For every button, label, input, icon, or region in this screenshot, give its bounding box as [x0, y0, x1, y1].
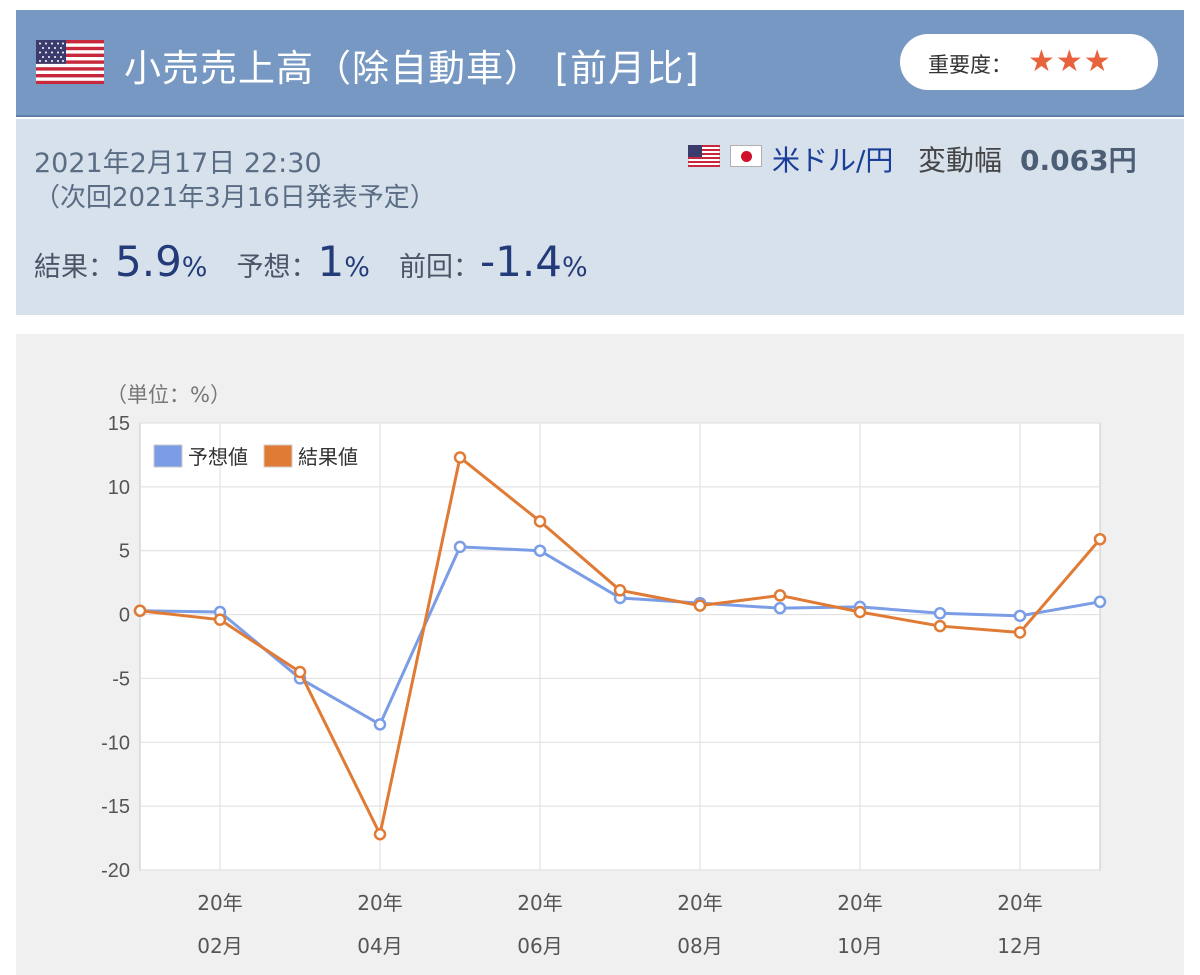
range-label: 変動幅 [918, 144, 1003, 177]
data-point-result [773, 589, 787, 602]
data-point-forecast [373, 718, 387, 731]
legend-swatch [153, 444, 183, 468]
y-tick-label: -5 [112, 668, 130, 690]
data-point-result [613, 584, 627, 597]
data-point-forecast [453, 540, 467, 554]
data-point-result [853, 605, 867, 619]
previous-value: -1.4 [480, 237, 562, 286]
y-tick-label: 5 [119, 541, 130, 563]
forecast-value: 1 [317, 237, 345, 286]
forecast-unit: % [344, 252, 370, 283]
jp-flag-icon [730, 145, 762, 167]
x-tick-label-month: 02月 [197, 934, 242, 958]
data-point-result [933, 619, 947, 633]
line-chart: 15 10 5 0 -5 -10 -15 -20 20年 02月 20年 04月 20年 06月 20年 08… [101, 383, 1107, 958]
y-tick-label: -20 [101, 860, 130, 882]
x-tick-label-year: 20年 [357, 891, 402, 915]
data-point-result [373, 827, 387, 841]
data-point-result [1013, 626, 1027, 639]
y-tick-label: -10 [101, 732, 130, 754]
result-value: 5.9 [115, 237, 182, 286]
result-label: 結果： [34, 252, 115, 283]
y-tick-label: 15 [108, 413, 130, 435]
us-flag-icon [36, 40, 104, 84]
y-tick-label: 0 [119, 605, 130, 627]
data-point-forecast [1093, 595, 1107, 609]
x-tick-label-year: 20年 [197, 891, 242, 915]
legend-label: 予想値 [188, 445, 248, 469]
next-release: （次回2021年3月16日発表予定） [34, 183, 436, 213]
plot-area [139, 422, 1101, 871]
chart-panel: 15 10 5 0 -5 -10 -15 -20 20年 02月 20年 04月 20年 06月 20年 08… [16, 334, 1184, 975]
y-tick-label: -15 [101, 796, 130, 818]
us-flag-small-icon [688, 145, 720, 167]
release-info-panel: 2021年2月17日 22:30 （次回2021年3月16日発表予定） 米ドル/… [16, 119, 1184, 315]
forecast-label: 予想： [236, 252, 318, 283]
data-point-result [133, 604, 147, 617]
x-tick-label-year: 20年 [517, 891, 562, 915]
unit-label: （単位：%） [106, 383, 231, 407]
page-title: 小売売上高（除自動車） [前月比] [124, 47, 700, 90]
x-tick-label-month: 04月 [357, 934, 402, 958]
previous-unit: % [561, 252, 588, 283]
data-point-result [453, 451, 467, 464]
data-point-result [1093, 532, 1107, 546]
x-tick-label-year: 20年 [837, 891, 882, 915]
x-tick-label-month: 12月 [997, 934, 1042, 958]
legend-label: 結果値 [298, 445, 358, 469]
x-tick-label-month: 10月 [837, 934, 882, 958]
data-point-forecast [1013, 609, 1027, 623]
currency-pair-link[interactable]: 米ドル/円 [772, 144, 894, 177]
y-tick-label: 10 [108, 477, 130, 499]
importance-badge: 重要度： ★★★ [900, 34, 1158, 90]
importance-stars-icon: ★★★ [1028, 44, 1112, 79]
data-point-forecast [933, 607, 947, 620]
x-tick-label-year: 20年 [677, 891, 722, 915]
data-point-result [533, 515, 547, 528]
stats-row: 結果：5.9% 予想：1% 前回：-1.4% [34, 237, 612, 287]
x-tick-label-month: 08月 [677, 934, 722, 958]
data-point-result [693, 599, 707, 612]
data-point-result [293, 665, 307, 679]
previous-label: 前回： [399, 252, 481, 283]
indicator-header: 小売売上高（除自動車） [前月比] 重要度： ★★★ [16, 10, 1184, 117]
data-point-forecast [533, 544, 547, 557]
range-value: 0.063円 [1020, 144, 1137, 177]
x-tick-label-month: 06月 [517, 934, 562, 958]
importance-label: 重要度： [928, 53, 1012, 77]
legend-swatch [263, 444, 293, 468]
x-tick-label-year: 20年 [997, 891, 1042, 915]
data-point-result [213, 613, 227, 626]
result-unit: % [181, 252, 208, 283]
release-datetime: 2021年2月17日 22:30 [34, 148, 322, 179]
data-point-forecast [773, 601, 787, 615]
